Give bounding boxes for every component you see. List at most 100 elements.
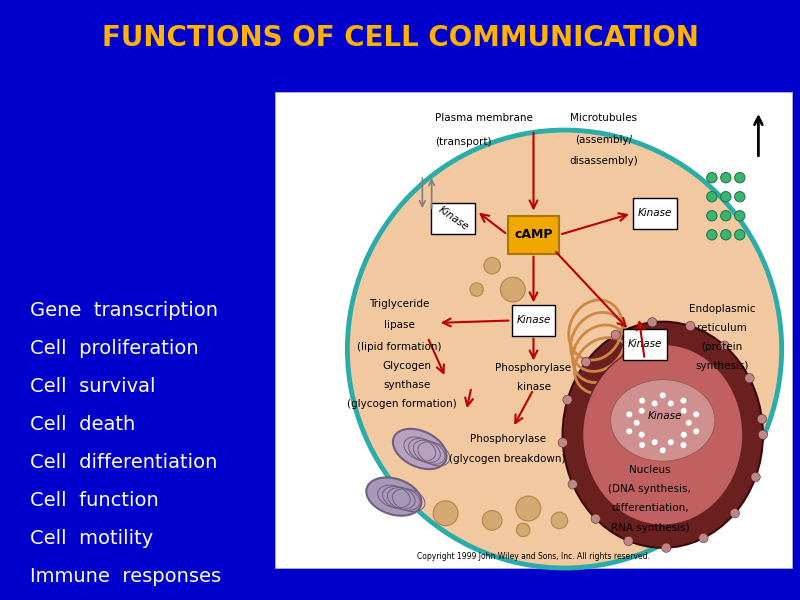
Circle shape bbox=[482, 511, 502, 530]
Circle shape bbox=[639, 442, 645, 448]
Text: Glycogen: Glycogen bbox=[382, 361, 431, 371]
Text: Cell  differentiation: Cell differentiation bbox=[30, 452, 218, 472]
Circle shape bbox=[551, 512, 568, 529]
Text: (glycogen breakdown): (glycogen breakdown) bbox=[450, 454, 566, 464]
Circle shape bbox=[634, 420, 640, 426]
Circle shape bbox=[721, 230, 731, 240]
FancyBboxPatch shape bbox=[431, 203, 475, 233]
Circle shape bbox=[721, 173, 731, 183]
FancyBboxPatch shape bbox=[633, 198, 677, 229]
Circle shape bbox=[652, 400, 658, 407]
Circle shape bbox=[660, 447, 666, 454]
Circle shape bbox=[516, 496, 541, 521]
Text: Microtubules: Microtubules bbox=[570, 113, 637, 123]
Circle shape bbox=[706, 230, 717, 240]
Circle shape bbox=[758, 430, 767, 439]
Circle shape bbox=[680, 442, 686, 448]
Circle shape bbox=[652, 439, 658, 445]
Ellipse shape bbox=[366, 478, 422, 516]
Ellipse shape bbox=[562, 322, 763, 548]
Circle shape bbox=[662, 543, 671, 553]
FancyBboxPatch shape bbox=[622, 329, 666, 360]
Text: (lipid formation): (lipid formation) bbox=[357, 341, 442, 352]
Text: Triglyceride: Triglyceride bbox=[369, 299, 430, 309]
Text: disassembly): disassembly) bbox=[569, 156, 638, 166]
Circle shape bbox=[563, 395, 572, 404]
Circle shape bbox=[745, 374, 754, 383]
Circle shape bbox=[681, 431, 687, 438]
Text: Plasma membrane: Plasma membrane bbox=[435, 113, 533, 123]
Circle shape bbox=[626, 428, 633, 434]
Circle shape bbox=[734, 230, 745, 240]
Circle shape bbox=[730, 509, 739, 518]
Text: lipase: lipase bbox=[384, 320, 414, 330]
Text: reticulum: reticulum bbox=[698, 323, 747, 332]
Circle shape bbox=[591, 514, 600, 523]
Circle shape bbox=[582, 358, 590, 367]
Circle shape bbox=[734, 173, 745, 183]
Text: differentiation,: differentiation, bbox=[611, 503, 689, 514]
Circle shape bbox=[668, 400, 674, 407]
Circle shape bbox=[751, 472, 760, 482]
Text: (assembly/: (assembly/ bbox=[574, 134, 632, 145]
Text: Kinase: Kinase bbox=[627, 339, 662, 349]
Text: Endoplasmic: Endoplasmic bbox=[689, 304, 755, 314]
Text: Copyright 1999 John Wiley and Sons, Inc. All rights reserved.: Copyright 1999 John Wiley and Sons, Inc.… bbox=[417, 551, 650, 560]
Circle shape bbox=[517, 523, 530, 536]
Text: synthase: synthase bbox=[383, 380, 430, 390]
Circle shape bbox=[734, 211, 745, 221]
Circle shape bbox=[639, 397, 645, 404]
Text: FUNCTIONS OF CELL COMMUNICATION: FUNCTIONS OF CELL COMMUNICATION bbox=[102, 24, 698, 52]
FancyBboxPatch shape bbox=[643, 400, 687, 431]
Text: Immune  responses: Immune responses bbox=[30, 566, 221, 586]
Text: Cell  motility: Cell motility bbox=[30, 529, 154, 547]
Text: Phosphorylase: Phosphorylase bbox=[495, 363, 571, 373]
Ellipse shape bbox=[610, 380, 715, 461]
Text: Kinase: Kinase bbox=[648, 410, 682, 421]
Circle shape bbox=[611, 330, 620, 340]
FancyBboxPatch shape bbox=[511, 305, 555, 336]
Text: Cell  death: Cell death bbox=[30, 415, 135, 433]
Circle shape bbox=[693, 411, 699, 418]
Bar bbox=[275, 92, 792, 568]
Circle shape bbox=[680, 397, 686, 404]
Ellipse shape bbox=[347, 130, 782, 568]
Circle shape bbox=[734, 191, 745, 202]
Text: Kinase: Kinase bbox=[437, 204, 470, 232]
Text: cAMP: cAMP bbox=[514, 228, 553, 241]
Circle shape bbox=[758, 415, 766, 424]
FancyBboxPatch shape bbox=[508, 216, 559, 254]
Circle shape bbox=[706, 173, 717, 183]
Ellipse shape bbox=[393, 429, 446, 469]
Circle shape bbox=[626, 411, 633, 418]
Text: Nucleus: Nucleus bbox=[629, 466, 670, 475]
Circle shape bbox=[721, 191, 731, 202]
Text: Gene  transcription: Gene transcription bbox=[30, 301, 218, 319]
Circle shape bbox=[638, 408, 645, 414]
Circle shape bbox=[668, 439, 674, 445]
Text: RNA synthesis): RNA synthesis) bbox=[610, 523, 689, 533]
Circle shape bbox=[501, 277, 526, 302]
Circle shape bbox=[660, 392, 666, 398]
Circle shape bbox=[693, 428, 699, 434]
Circle shape bbox=[484, 257, 501, 274]
Text: Cell  survival: Cell survival bbox=[30, 377, 155, 395]
Circle shape bbox=[648, 317, 657, 327]
Circle shape bbox=[720, 341, 729, 350]
Circle shape bbox=[699, 533, 708, 542]
Circle shape bbox=[686, 420, 692, 426]
Circle shape bbox=[568, 479, 578, 489]
Circle shape bbox=[681, 408, 687, 414]
Text: Cell  proliferation: Cell proliferation bbox=[30, 338, 198, 358]
Text: Cell  function: Cell function bbox=[30, 491, 158, 509]
Circle shape bbox=[638, 431, 645, 438]
Ellipse shape bbox=[582, 344, 743, 525]
Text: (transport): (transport) bbox=[435, 137, 492, 147]
Circle shape bbox=[706, 211, 717, 221]
Circle shape bbox=[686, 322, 695, 331]
Circle shape bbox=[434, 501, 458, 526]
Text: Kinase: Kinase bbox=[638, 208, 672, 218]
Text: (protein: (protein bbox=[702, 341, 743, 352]
Text: kinase: kinase bbox=[517, 382, 550, 392]
Circle shape bbox=[470, 283, 483, 296]
